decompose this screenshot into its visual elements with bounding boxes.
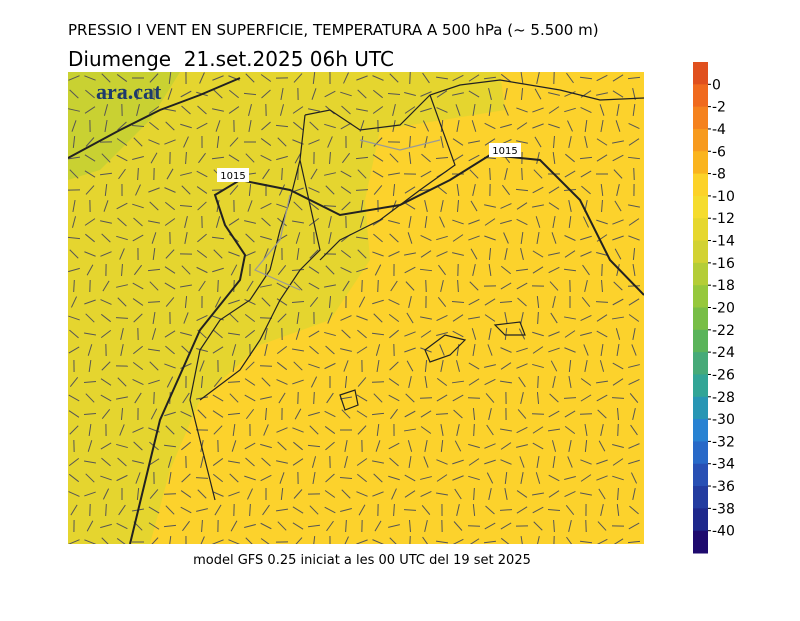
wind-barb (618, 424, 619, 436)
colorbar-tick-label: -16 (712, 256, 735, 272)
colorbar-tick-label: -14 (712, 234, 735, 250)
colorbar-tick-label: -26 (712, 367, 735, 383)
wind-barb (218, 280, 219, 292)
colorbar-band (693, 419, 708, 442)
colorbar-band (693, 441, 708, 464)
subtitle: Diumenge 21.set.2025 06h UTC (68, 47, 394, 71)
colorbar-tick-label: -22 (712, 323, 735, 339)
logo: ara.cat (96, 79, 162, 104)
wind-barb (426, 280, 427, 292)
wind-barb (468, 398, 480, 399)
wind-barb (490, 168, 491, 180)
title: PRESSIO I VENT EN SUPERFICIE, TEMPERATUR… (68, 21, 599, 39)
wind-barb (532, 414, 544, 415)
colorbar-band (693, 151, 708, 174)
colorbar-tick-label: -32 (712, 434, 735, 450)
wind-barb (324, 206, 336, 207)
footer: model GFS 0.25 iniciat a les 00 UTC del … (193, 553, 531, 568)
colorbar-tick-label: -24 (712, 345, 735, 361)
colorbar-tick-label: -30 (712, 412, 735, 428)
wind-barb (474, 424, 475, 436)
colorbar-tick-label: -2 (712, 100, 726, 116)
colorbar-tick-label: -8 (712, 167, 726, 183)
colorbar: 0 -2 -4 -6 -8 -10 -12 -14 -16 -18 -20 -22 -24 -26 -28 -… (693, 62, 735, 554)
colorbar-tick-label: -38 (712, 501, 735, 517)
wind-barb (410, 72, 411, 84)
colorbar-band (693, 285, 708, 308)
wind-barb (522, 168, 523, 180)
colorbar-band (693, 84, 708, 107)
colorbar-band (693, 531, 708, 554)
colorbar-band (693, 397, 708, 420)
colorbar-band (693, 464, 708, 487)
wind-barb (378, 280, 379, 292)
colorbar-band (693, 374, 708, 397)
wind-barb (282, 168, 283, 180)
wind-barb (106, 504, 107, 516)
wind-barb (148, 302, 160, 303)
wind-barb (164, 494, 176, 495)
colorbar-tick-label: -36 (712, 479, 735, 495)
colorbar-tick-label: -28 (712, 390, 735, 406)
wind-barb (314, 392, 315, 404)
colorbar-band (693, 508, 708, 531)
colorbar-tick-label: -20 (712, 301, 735, 317)
colorbar-tick-label: -4 (712, 122, 726, 138)
colorbar-band (693, 330, 708, 353)
colorbar-tick-label: 0 (712, 77, 721, 93)
colorbar-band (693, 107, 708, 130)
colorbar-tick-label: -34 (712, 457, 735, 473)
wind-barb (260, 366, 272, 367)
wind-barb (580, 414, 592, 415)
colorbar-band (693, 196, 708, 219)
colorbar-band (693, 62, 708, 85)
wind-barb (564, 398, 576, 399)
colorbar-band (693, 263, 708, 286)
colorbar-band (693, 486, 708, 509)
colorbar-tick-label: -10 (712, 189, 735, 205)
wind-barb (410, 536, 411, 548)
map: 1015 1015 ara.cat (68, 72, 644, 548)
isobar-label: 1015 (492, 146, 517, 157)
colorbar-band (693, 241, 708, 264)
wind-barb (356, 190, 368, 191)
colorbar-tick-label: -12 (712, 211, 735, 227)
wind-barb (634, 168, 635, 180)
colorbar-tick-label: -18 (712, 278, 735, 294)
wind-barb (74, 280, 75, 292)
wind-barb (116, 318, 128, 319)
colorbar-band (693, 218, 708, 241)
colorbar-band (693, 308, 708, 331)
wind-barb (538, 376, 539, 388)
isobar-label: 1015 (220, 171, 245, 182)
colorbar-band (693, 129, 708, 152)
colorbar-tick-label: -40 (712, 524, 735, 540)
colorbar-tick-label: -6 (712, 144, 726, 160)
colorbar-band (693, 352, 708, 375)
wind-barb (372, 382, 384, 383)
colorbar-band (693, 174, 708, 197)
